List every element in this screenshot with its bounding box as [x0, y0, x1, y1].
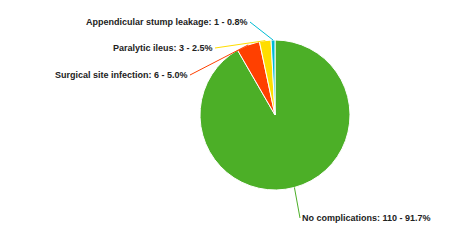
svg-text:Appendicular stump leakage: 1: Appendicular stump leakage: 1 - 0.8%	[86, 17, 248, 27]
svg-text:No complications: 110 - 91.7%: No complications: 110 - 91.7%	[302, 213, 431, 223]
svg-text:Paralytic ileus: 3 - 2.5%: Paralytic ileus: 3 - 2.5%	[113, 43, 213, 53]
svg-text:Surgical site infection: 6 - 5: Surgical site infection: 6 - 5.0%	[55, 70, 188, 80]
